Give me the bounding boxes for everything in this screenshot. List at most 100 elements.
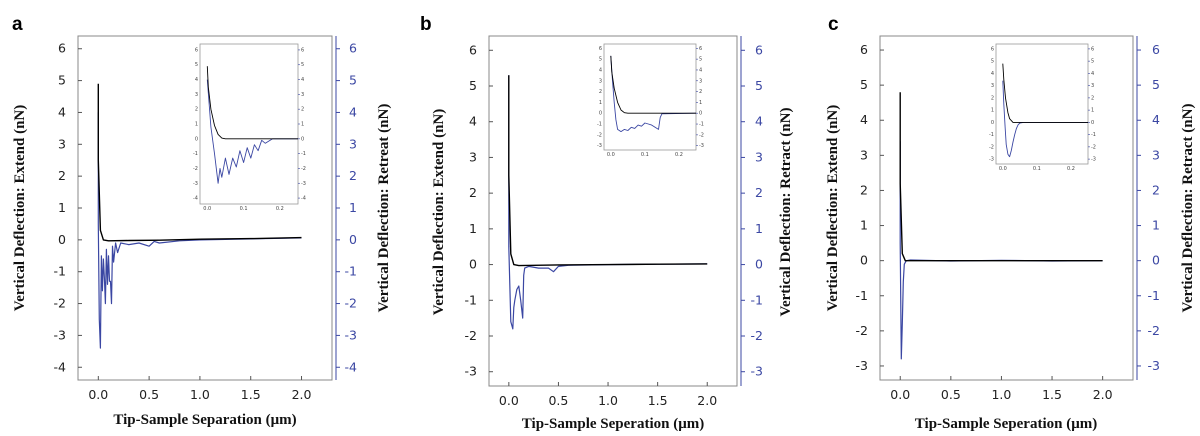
y-tick-label-left: 0: [860, 253, 868, 268]
inset-y-tick-left: 5: [599, 57, 602, 63]
left-axis-b: -3 -2 -1 0 1 2 3 4 5 6: [465, 42, 493, 379]
y-axis-title-left-b: Vertical Deflection: Extend (nN): [431, 109, 447, 315]
inset-b: -3 -3 -2 -2 -1 -1 0 0 1 1 2 2 3 3 4 4 5 5 6 6 0.0 0.1 0.2: [597, 43, 704, 158]
inset-y-tick-left: -1: [597, 122, 602, 128]
y-axis-title-left-a: Vertical Deflection: Extend (nN): [12, 105, 28, 311]
y-tick-label-left: 5: [860, 77, 868, 92]
y-tick-label-left: 5: [58, 73, 66, 88]
inset-y-tick-right: 4: [699, 67, 702, 73]
x-tick-label: 0.5: [941, 387, 961, 402]
y-tick-label-left: 1: [58, 200, 66, 215]
inset-y-tick-right: 2: [301, 107, 304, 113]
inset-y-tick-left: 4: [195, 77, 198, 83]
inset-x-tick: 0.1: [1033, 166, 1041, 172]
x-tick-label: 1.0: [991, 387, 1011, 402]
y-tick-label-right: 6: [349, 41, 357, 56]
y-axis-title-right-b: Vertical Deflection: Retract (nN): [778, 108, 794, 317]
inset-y-tick-right: 4: [1091, 71, 1094, 77]
y-tick-label-left: 4: [469, 114, 477, 129]
inset-y-tick-left: 1: [991, 108, 994, 114]
y-tick-label-right: 5: [755, 78, 763, 93]
x-tick-label: 1.0: [190, 387, 210, 402]
inset-y-tick-left: 4: [991, 71, 994, 77]
y-axis-title-right-a: Vertical Deflection: Retreat (nN): [376, 104, 392, 313]
inset-y-tick-right: 1: [1091, 108, 1094, 114]
y-tick-label-right: 3: [349, 136, 357, 151]
inset-y-tick-right: -1: [301, 151, 306, 157]
y-tick-label-right: 6: [755, 42, 763, 57]
y-tick-label-right: 1: [349, 200, 357, 215]
y-tick-label-right: 2: [755, 185, 763, 200]
bottom-axis-c: 0.0 0.5 1.0 1.5 2.0: [890, 376, 1113, 402]
x-tick-label: 1.5: [241, 387, 261, 402]
inset-x-tick: 0.2: [1067, 166, 1075, 172]
y-tick-label-left: -3: [465, 364, 477, 379]
y-tick-label-left: 5: [469, 78, 477, 93]
panel-letter-a: a: [12, 14, 23, 35]
inset-x-tick: 0.2: [276, 206, 284, 212]
extend-curve: [508, 75, 708, 267]
inset-y-tick-left: -2: [597, 132, 602, 138]
retract-curve: [508, 75, 708, 330]
inset-y-tick-right: 5: [1091, 59, 1094, 65]
y-axis-title-right-c: Vertical Deflection: Retract (nN): [1180, 104, 1196, 313]
y-tick-label-right: 4: [755, 114, 763, 129]
inset-extend-curve: [610, 55, 696, 114]
y-tick-label-left: -2: [856, 323, 868, 338]
y-tick-label-right: -3: [751, 364, 763, 379]
y-tick-label-left: 6: [58, 41, 66, 56]
inset-y-tick-left: 5: [195, 62, 198, 68]
y-tick-label-left: -1: [856, 288, 868, 303]
inset-frame: [995, 43, 1089, 165]
inset-y-tick-right: -2: [699, 132, 704, 138]
inset-y-tick-right: 5: [301, 62, 304, 68]
y-tick-label-left: 0: [469, 257, 477, 272]
y-tick-label-left: -3: [54, 327, 66, 342]
x-tick-label: 2.0: [697, 393, 717, 408]
inset-y-tick-left: -3: [193, 181, 198, 187]
inset-y-tick-right: 0: [1091, 120, 1094, 126]
inset-y-tick-right: 6: [699, 46, 702, 52]
panel-letter-c: c: [828, 14, 839, 35]
y-tick-label-left: 2: [860, 182, 868, 197]
y-tick-label-right: 0: [1152, 253, 1160, 268]
y-tick-label-left: -3: [856, 358, 868, 373]
x-tick-label: 0.5: [139, 387, 159, 402]
retract-curve: [97, 112, 302, 349]
inset-y-tick-left: 0: [991, 120, 994, 126]
y-tick-label-left: -2: [54, 296, 66, 311]
inset-y-tick-left: -4: [193, 196, 198, 202]
left-axis-a: -4 -3 -2 -1 0 1 2 3 4 5 6: [54, 41, 82, 374]
y-tick-label-right: 4: [1152, 112, 1160, 127]
right-axis-a: -4 -3 -2 -1 0 1 2 3 4 5 6: [335, 36, 357, 380]
y-tick-label-right: 5: [349, 73, 357, 88]
inset-y-tick-right: 1: [301, 122, 304, 128]
inset-y-tick-right: 2: [1091, 95, 1094, 101]
inset-y-tick-left: 0: [195, 136, 198, 142]
inset-y-tick-left: -3: [597, 143, 602, 149]
y-tick-label-right: 5: [1152, 77, 1160, 92]
inset-y-tick-right: 1: [699, 100, 702, 106]
inset-y-tick-right: 4: [301, 77, 304, 83]
extend-curve: [899, 92, 1103, 262]
inset-y-tick-left: 2: [599, 89, 602, 95]
inset-x-tick: 0.0: [203, 206, 211, 212]
y-tick-label-right: -2: [751, 328, 763, 343]
inset-y-tick-left: 2: [991, 95, 994, 101]
inset-x-tick: 0.1: [641, 152, 649, 158]
plot-frame-c: [879, 35, 1134, 381]
y-tick-label-left: 1: [469, 221, 477, 236]
y-tick-label-right: 3: [1152, 147, 1160, 162]
y-tick-label-right: -1: [751, 292, 763, 307]
panel-c: c -3 -2 -1 0 1 2 3 4 5 6 -3 -2 -1 0 1 2 3 4 5 6 0.0 0.5 1.0 1…: [825, 14, 1196, 432]
inset-y-tick-right: -4: [301, 196, 306, 202]
inset-frame: [199, 43, 299, 205]
right-axis-c: -3 -2 -1 0 1 2 3 4 5 6: [1136, 36, 1160, 380]
y-tick-label-right: -2: [1148, 323, 1160, 338]
extend-curve: [97, 83, 302, 242]
x-axis-title-c: Tip-Sample Seperation (μm): [915, 416, 1097, 432]
y-tick-label-right: 0: [755, 257, 763, 272]
inset-y-tick-left: -1: [989, 132, 994, 138]
inset-y-tick-right: 6: [1091, 46, 1094, 52]
